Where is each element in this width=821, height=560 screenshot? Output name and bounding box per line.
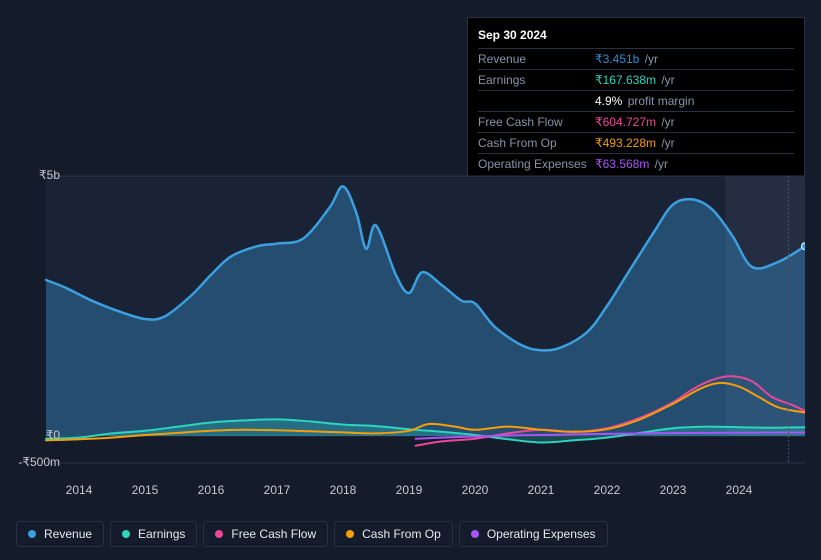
tooltip-row: 4.9% profit margin bbox=[478, 91, 794, 112]
legend-dot-icon bbox=[471, 530, 479, 538]
line-chart-svg bbox=[16, 160, 805, 510]
tooltip-row-label: Free Cash Flow bbox=[478, 115, 595, 129]
legend-dot-icon bbox=[28, 530, 36, 538]
legend: Revenue Earnings Free Cash Flow Cash From O… bbox=[16, 521, 608, 547]
chart-area[interactable]: ₹5b ₹0 -₹500m 2014 2015 2016 2017 2018 2019 2020 2… bbox=[16, 160, 805, 510]
tooltip-row: Free Cash Flow₹604.727m /yr bbox=[478, 112, 794, 133]
legend-dot-icon bbox=[215, 530, 223, 538]
tooltip-row-value: ₹604.727m /yr bbox=[595, 115, 794, 129]
legend-label: Earnings bbox=[138, 527, 185, 541]
legend-dot-icon bbox=[346, 530, 354, 538]
tooltip-row-value: ₹493.228m /yr bbox=[595, 136, 794, 150]
legend-item-earnings[interactable]: Earnings bbox=[110, 521, 197, 547]
tooltip-row-value: 4.9% profit margin bbox=[595, 94, 794, 108]
legend-dot-icon bbox=[122, 530, 130, 538]
legend-label: Operating Expenses bbox=[487, 527, 596, 541]
y-axis-label: -₹500m bbox=[16, 455, 60, 469]
legend-label: Cash From Op bbox=[362, 527, 441, 541]
x-axis-label: 2016 bbox=[198, 483, 225, 497]
legend-label: Revenue bbox=[44, 527, 92, 541]
x-axis-label: 2019 bbox=[396, 483, 423, 497]
tooltip-date: Sep 30 2024 bbox=[478, 24, 794, 49]
tooltip-row: Cash From Op₹493.228m /yr bbox=[478, 133, 794, 154]
legend-item-cash-from-op[interactable]: Cash From Op bbox=[334, 521, 453, 547]
x-axis-label: 2022 bbox=[594, 483, 621, 497]
tooltip-row-label: Revenue bbox=[478, 52, 595, 66]
x-axis-label: 2024 bbox=[726, 483, 753, 497]
x-axis-label: 2023 bbox=[660, 483, 687, 497]
legend-item-revenue[interactable]: Revenue bbox=[16, 521, 104, 547]
tooltip-row-label bbox=[478, 94, 595, 108]
tooltip-row-label: Earnings bbox=[478, 73, 595, 87]
tooltip-row-value: ₹167.638m /yr bbox=[595, 73, 794, 87]
y-axis-label: ₹0 bbox=[16, 428, 60, 442]
legend-item-operating-expenses[interactable]: Operating Expenses bbox=[459, 521, 608, 547]
x-axis-label: 2018 bbox=[330, 483, 357, 497]
x-axis-label: 2020 bbox=[462, 483, 489, 497]
x-axis-label: 2014 bbox=[66, 483, 93, 497]
legend-label: Free Cash Flow bbox=[231, 527, 316, 541]
x-axis-label: 2017 bbox=[264, 483, 291, 497]
y-axis-label: ₹5b bbox=[16, 168, 60, 182]
tooltip-row: Earnings₹167.638m /yr bbox=[478, 70, 794, 91]
legend-item-free-cash-flow[interactable]: Free Cash Flow bbox=[203, 521, 328, 547]
x-axis-label: 2021 bbox=[528, 483, 555, 497]
tooltip-row-label: Cash From Op bbox=[478, 136, 595, 150]
tooltip-row-value: ₹3.451b /yr bbox=[595, 52, 794, 66]
tooltip-row: Revenue₹3.451b /yr bbox=[478, 49, 794, 70]
x-axis-label: 2015 bbox=[132, 483, 159, 497]
tooltip-panel: Sep 30 2024 Revenue₹3.451b /yrEarnings₹1… bbox=[467, 17, 805, 183]
